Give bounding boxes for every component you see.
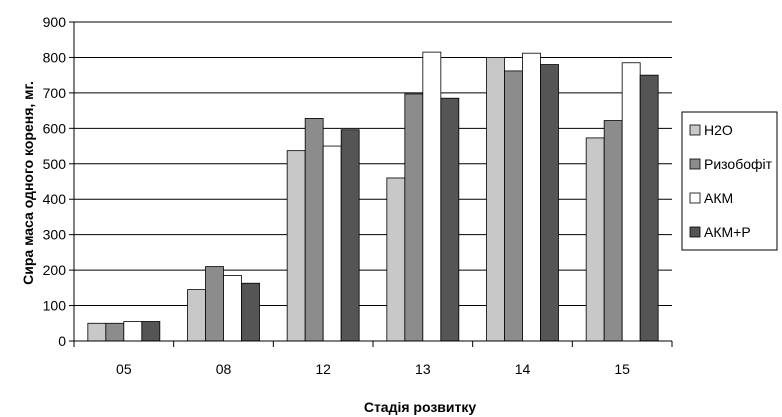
y-tick-label: 800 <box>43 49 67 65</box>
bar-АКМ-05 <box>123 321 143 342</box>
y-tick-label: 200 <box>43 262 67 278</box>
bar-АКМ+Р-14 <box>540 64 559 342</box>
bar-H2O-15 <box>585 137 605 342</box>
x-tick-label: 12 <box>315 361 331 377</box>
bar-H2O-13 <box>386 177 406 342</box>
x-tick-label: 08 <box>216 361 232 377</box>
legend-swatch <box>689 226 701 238</box>
bar-АКМ-12 <box>322 145 342 342</box>
x-tick-labels: 05 08 12 13 14 15 <box>116 361 630 377</box>
y-tick-label: 0 <box>58 333 66 349</box>
bar-АКМ-13 <box>422 51 442 342</box>
x-axis-title: Стадія розвитку <box>364 399 477 415</box>
y-tick-label: 400 <box>43 191 67 207</box>
y-tick-label: 600 <box>43 120 67 136</box>
bar-H2O-08 <box>187 289 206 342</box>
y-tick-label: 300 <box>43 227 67 243</box>
bar-АКМ-15 <box>621 62 641 342</box>
bar-АКМ+Р-15 <box>639 74 659 342</box>
x-tick-label: 14 <box>515 361 531 377</box>
bar-АКМ-14 <box>522 52 541 342</box>
legend: H2O Ризобофіт АКМ АКМ+Р <box>681 111 778 251</box>
y-tick-label: 700 <box>43 85 67 101</box>
bar-АКМ+Р-13 <box>440 97 460 342</box>
gridlines <box>69 21 672 342</box>
legend-swatch <box>689 158 701 170</box>
bar-Ризобофіт-13 <box>404 93 424 342</box>
x-tick-label: 05 <box>116 361 132 377</box>
y-tick-labels: 0 100 200 300 400 500 600 700 800 900 <box>43 14 67 349</box>
legend-label: АКМ <box>704 190 733 206</box>
y-tick-label: 100 <box>43 298 67 314</box>
bar-АКМ+Р-08 <box>241 282 260 342</box>
bar-Ризобофіт-15 <box>603 120 623 342</box>
bar-Ризобофіт-08 <box>205 266 224 342</box>
y-tick-label: 500 <box>43 156 67 172</box>
legend-swatch <box>689 192 701 204</box>
bar-H2O-12 <box>286 150 306 342</box>
bars <box>87 51 659 342</box>
x-tick-label: 15 <box>614 361 630 377</box>
legend-label: H2O <box>704 122 733 138</box>
bar-Ризобофіт-12 <box>304 118 324 342</box>
bar-АКМ+Р-12 <box>340 129 360 342</box>
x-tick-label: 13 <box>415 361 431 377</box>
y-tick-label: 900 <box>43 14 67 30</box>
bar-АКМ+Р-05 <box>141 321 161 342</box>
legend-label: Ризобофіт <box>704 156 773 172</box>
axes <box>73 22 673 347</box>
y-axis-title: Сира маса одного кореня, мг. <box>20 81 36 285</box>
bar-Ризобофіт-05 <box>105 322 125 342</box>
bar-H2O-14 <box>486 57 505 342</box>
legend-label: АКМ+Р <box>704 224 751 240</box>
bar-Ризобофіт-14 <box>504 70 523 342</box>
bar-АКМ-08 <box>223 275 242 342</box>
bar-H2O-05 <box>87 322 107 342</box>
legend-swatch <box>689 124 701 136</box>
